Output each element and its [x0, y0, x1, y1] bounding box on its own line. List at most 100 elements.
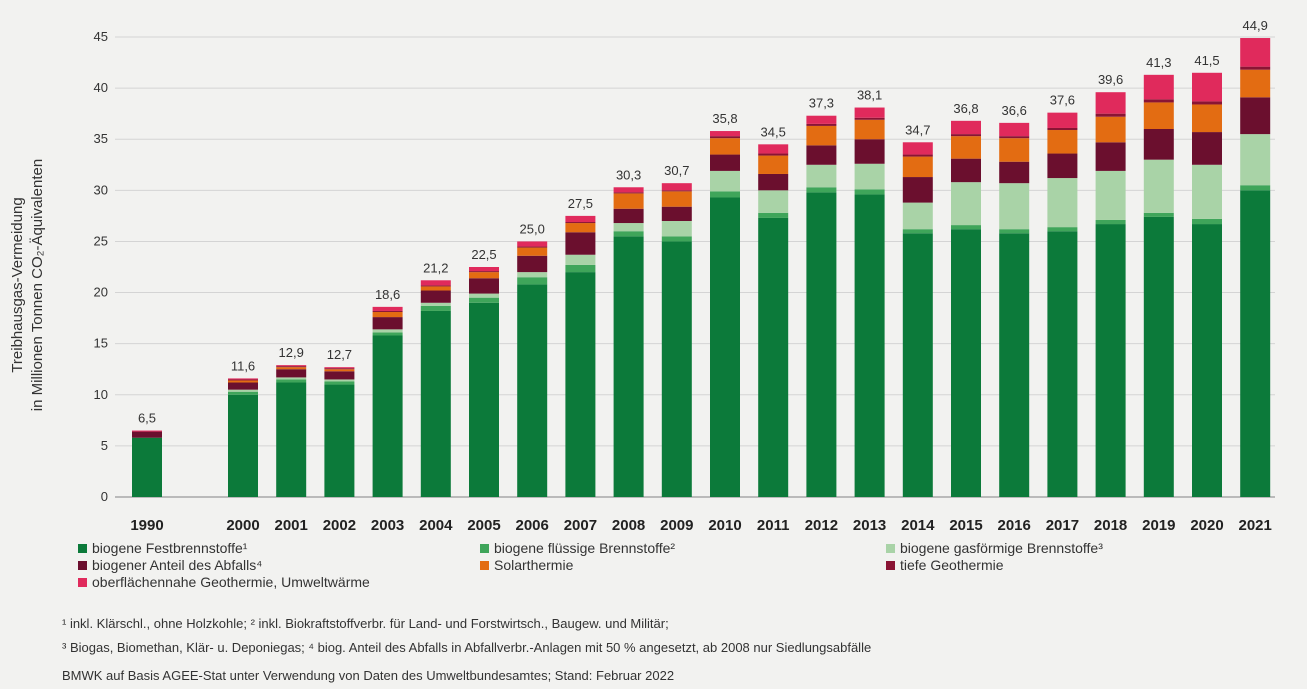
bar-segment — [710, 136, 740, 139]
bar-segment — [613, 223, 644, 232]
bar-total-label: 21,2 — [423, 260, 448, 275]
bar-segment — [228, 394, 258, 497]
bar-segment — [661, 183, 692, 191]
x-tick-label: 2000 — [226, 517, 259, 534]
bar-segment — [469, 267, 499, 272]
bar-total-label: 36,8 — [953, 101, 978, 116]
chart-plot: 0 5 10 15 20 25 30 35 40 45 6,5 1990 11,6 2000 12,9 200… — [94, 18, 1275, 534]
legend-label: biogene Festbrennstoffe¹ — [92, 540, 248, 556]
bar-segment — [951, 225, 981, 230]
legend-swatch — [886, 543, 895, 553]
bar-segment — [276, 382, 307, 497]
bar-segment — [613, 231, 644, 237]
x-tick-label: 2009 — [660, 517, 693, 534]
x-tick-label: 2016 — [998, 517, 1031, 534]
bar-segment — [758, 153, 789, 156]
bar-segment — [806, 145, 837, 165]
bar-segment — [372, 311, 403, 318]
x-tick-label: 2006 — [516, 517, 549, 534]
bar-segment — [1192, 218, 1222, 225]
bar-segment — [613, 192, 644, 194]
legend-swatch — [78, 560, 87, 570]
bar-segment — [1047, 227, 1078, 232]
bar-segment — [710, 170, 740, 192]
y-tick-label: 40 — [94, 80, 108, 95]
bar-total-label: 41,5 — [1194, 53, 1219, 68]
legend-swatch — [78, 543, 87, 553]
bar-segment — [276, 379, 307, 383]
bar-segment — [806, 192, 837, 497]
bar-segment — [806, 115, 837, 124]
bar-segment — [517, 247, 548, 256]
bar-segment — [420, 286, 451, 291]
bar-segment — [613, 208, 644, 224]
legend-label: Solarthermie — [494, 557, 574, 573]
legend-swatch — [886, 560, 895, 570]
bar-segment — [1143, 102, 1174, 129]
bar-total-label: 34,5 — [761, 124, 786, 139]
bar-segment — [951, 120, 981, 135]
bar-segment — [1192, 224, 1222, 498]
bar-segment — [999, 183, 1030, 230]
bar-segment — [372, 306, 403, 311]
bar-segment — [661, 190, 692, 192]
bar-segment — [999, 138, 1030, 162]
bar-segment — [469, 271, 499, 273]
bar-total-label: 11,6 — [231, 358, 255, 373]
bar-segment — [710, 138, 740, 155]
bar-segment — [1240, 38, 1271, 67]
x-tick-label: 1990 — [130, 517, 163, 534]
bar-segment — [854, 119, 885, 140]
bar-segment — [1095, 92, 1126, 114]
bar-segment — [1095, 116, 1126, 143]
bar-segment — [517, 284, 548, 497]
bar-segment — [420, 310, 451, 497]
bar-segment — [1192, 101, 1222, 105]
x-tick-label: 2010 — [708, 517, 741, 534]
bar-segment — [758, 144, 789, 154]
x-tick-label: 2017 — [1046, 517, 1079, 534]
legend-swatch — [480, 560, 489, 570]
bar-segment — [565, 264, 596, 273]
bar-segment — [565, 215, 596, 223]
bar-segment — [613, 193, 644, 209]
bar-segment — [1192, 72, 1222, 102]
bar-segment — [613, 236, 644, 498]
bar-segment — [661, 206, 692, 221]
bar-segment — [999, 136, 1030, 139]
bar-segment — [1047, 112, 1078, 128]
bar-total-label: 37,6 — [1050, 93, 1075, 108]
legend-item: biogene Festbrennstoffe¹ — [78, 540, 247, 556]
bar-segment — [324, 367, 355, 369]
bar-segment — [902, 229, 933, 234]
bar-segment — [1047, 178, 1078, 228]
bar-segment — [758, 173, 789, 191]
bar-segment — [1047, 153, 1078, 179]
y-tick-label: 5 — [101, 438, 108, 453]
bar-segment — [276, 377, 307, 380]
bar-segment — [132, 437, 162, 497]
bar-segment — [1095, 219, 1126, 225]
bar-total-label: 12,7 — [327, 347, 352, 362]
legend-swatch — [480, 543, 489, 553]
bar-segment — [276, 366, 307, 368]
x-tick-label: 2015 — [949, 517, 982, 534]
legend-label: oberflächennahe Geothermie, Umweltwärme — [92, 574, 370, 590]
bar-segment — [951, 182, 981, 226]
bar-segment — [324, 384, 355, 497]
bar-total-label: 37,3 — [809, 96, 834, 111]
x-tick-label: 2001 — [275, 517, 308, 534]
x-tick-label: 2020 — [1190, 517, 1223, 534]
x-tick-label: 2011 — [757, 517, 790, 534]
bar-segment — [806, 164, 837, 188]
bar-segment — [1047, 127, 1078, 131]
bar-segment — [565, 272, 596, 497]
bar-segment — [1047, 130, 1078, 154]
bar-segment — [1240, 185, 1271, 191]
bar-segment — [469, 293, 499, 298]
bar-segment — [1095, 142, 1126, 171]
bar-segment — [806, 123, 837, 126]
bar-total-label: 27,5 — [568, 196, 593, 211]
bar-segment — [420, 285, 451, 287]
chart: Treibhausgas-Vermeidung in Millionen Ton… — [9, 18, 1275, 534]
